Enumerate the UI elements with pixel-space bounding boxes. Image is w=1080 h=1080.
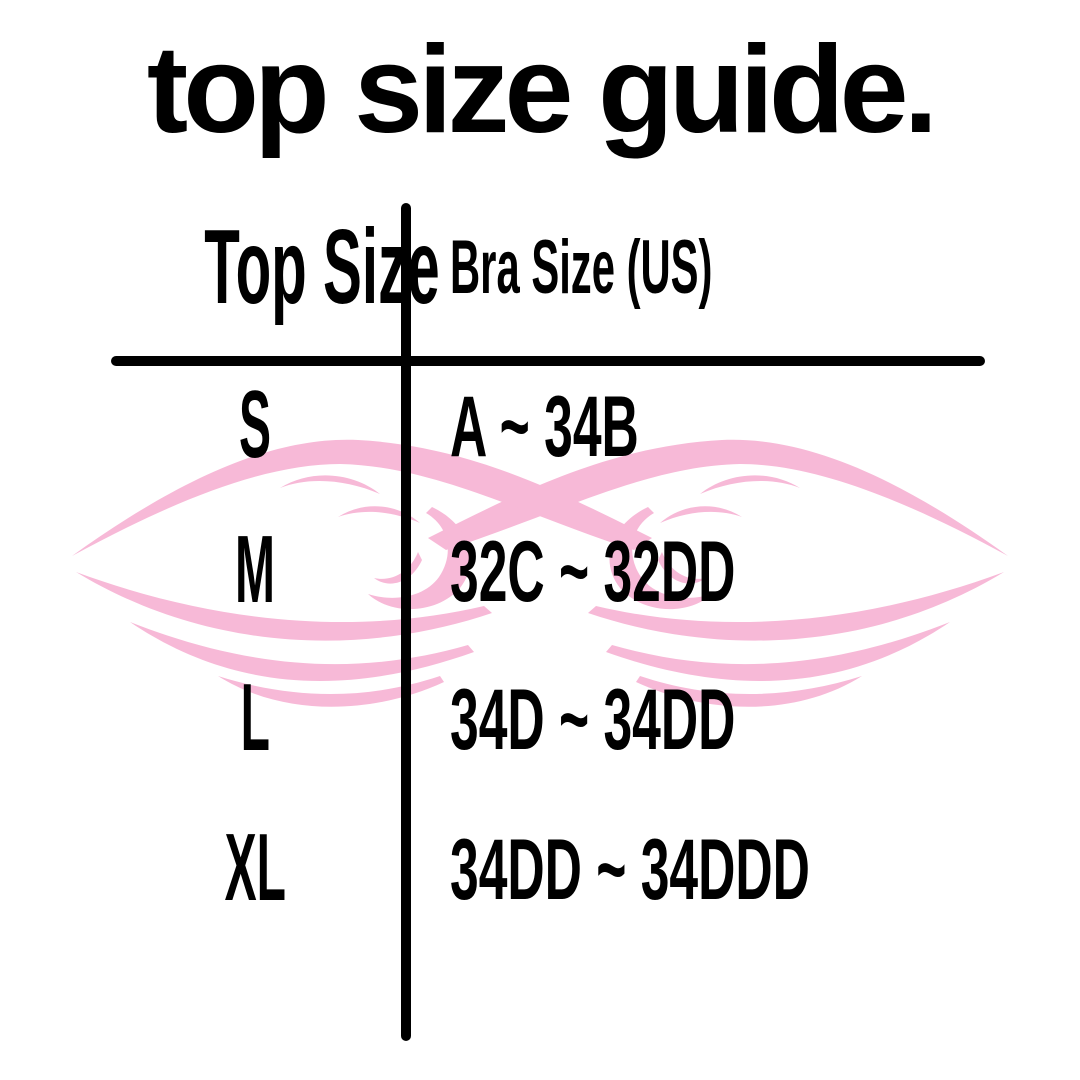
row-bra-size-value: 32C ~ 32DD <box>450 524 736 620</box>
column-header-bra-size-label: Bra Size (US) <box>450 225 713 310</box>
column-header-top-size: Top Size <box>108 210 439 324</box>
row-top-size-label: S <box>238 371 272 478</box>
column-header-bra-size: Bra Size (US) <box>450 230 1010 306</box>
table-row: L 34D ~ 34DD <box>0 664 1080 771</box>
table-row: M 32C ~ 32DD <box>0 516 1080 623</box>
row-top-size-label: L <box>240 664 270 771</box>
table-row: XL 34DD ~ 34DDD <box>0 814 1080 921</box>
row-bra-size-value: A ~ 34B <box>450 379 639 475</box>
table-row: S A ~ 34B <box>0 371 1080 478</box>
row-top-size-label: XL <box>224 814 286 921</box>
row-bra-size-value: 34DD ~ 34DDD <box>450 822 810 918</box>
row-top-size-label: M <box>235 516 275 623</box>
row-bra-size-value: 34D ~ 34DD <box>450 672 736 768</box>
table-divider-horizontal <box>111 356 985 366</box>
angel-wings-icon <box>72 439 1008 707</box>
column-header-top-size-label: Top Size <box>204 208 440 326</box>
table-divider-vertical <box>401 203 411 1041</box>
page-title: top size guide. <box>146 21 938 159</box>
